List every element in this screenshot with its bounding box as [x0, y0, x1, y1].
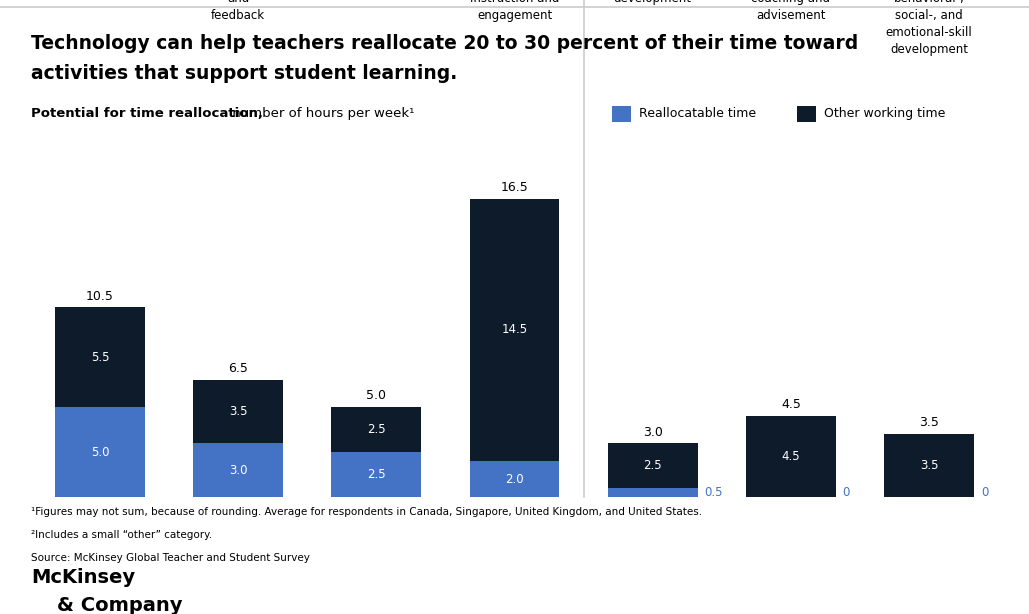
Text: activities that support student learning.: activities that support student learning… [31, 64, 457, 84]
Bar [469, 461, 560, 497]
Text: & Company: & Company [57, 596, 182, 614]
Text: 5.0: 5.0 [366, 389, 386, 402]
Text: 0.5: 0.5 [705, 486, 723, 499]
Text: 0: 0 [843, 486, 850, 499]
Bar [884, 434, 973, 497]
Text: 2.0: 2.0 [505, 473, 524, 486]
Bar [331, 452, 421, 497]
Bar [469, 199, 560, 461]
Text: ¹Figures may not sum, because of rounding. Average for respondents in Canada, Si: ¹Figures may not sum, because of roundin… [31, 507, 702, 516]
Bar [331, 407, 421, 452]
Text: 4.5: 4.5 [781, 398, 801, 411]
Text: 5.5: 5.5 [91, 351, 109, 363]
Text: 16.5: 16.5 [501, 181, 528, 194]
Text: 3.5: 3.5 [920, 459, 938, 472]
Text: Technology can help teachers reallocate 20 to 30 percent of their time toward: Technology can help teachers reallocate … [31, 34, 858, 53]
Bar [608, 488, 698, 497]
Text: 14.5: 14.5 [501, 324, 528, 336]
Text: Student
coaching and
advisement: Student coaching and advisement [751, 0, 830, 21]
Text: 3.5: 3.5 [228, 405, 247, 418]
Text: 3.5: 3.5 [919, 416, 939, 429]
Text: 5.0: 5.0 [91, 446, 109, 459]
Bar [608, 443, 698, 488]
Bar [55, 407, 145, 497]
Text: 3.0: 3.0 [643, 426, 663, 438]
Text: 10.5: 10.5 [86, 290, 114, 303]
Text: number of hours per week¹: number of hours per week¹ [228, 107, 415, 120]
Text: 6.5: 6.5 [228, 362, 248, 375]
Bar [746, 416, 836, 497]
Text: Source: McKinsey Global Teacher and Student Survey: Source: McKinsey Global Teacher and Stud… [31, 553, 310, 563]
Bar [193, 443, 283, 497]
Text: 2.5: 2.5 [367, 468, 386, 481]
Text: 3.0: 3.0 [228, 464, 247, 476]
Text: Student
instruction and
engagement: Student instruction and engagement [470, 0, 559, 21]
Text: McKinsey: McKinsey [31, 568, 135, 587]
Text: 0: 0 [981, 486, 988, 499]
Text: Evaluation
and
feedback: Evaluation and feedback [207, 0, 270, 21]
Text: 4.5: 4.5 [782, 450, 801, 463]
Text: 2.5: 2.5 [367, 423, 386, 436]
Bar [55, 308, 145, 407]
Text: Professional
development: Professional development [613, 0, 691, 5]
Text: ²Includes a small “other” category.: ²Includes a small “other” category. [31, 530, 212, 540]
Text: Reallocatable time: Reallocatable time [639, 107, 756, 120]
Bar [193, 379, 283, 443]
Text: Student
behavioral-,
social-, and
emotional-skill
development: Student behavioral-, social-, and emotio… [886, 0, 972, 56]
Text: Other working time: Other working time [824, 107, 946, 120]
Text: 2.5: 2.5 [643, 459, 662, 472]
Text: Potential for time reallocation,: Potential for time reallocation, [31, 107, 262, 120]
